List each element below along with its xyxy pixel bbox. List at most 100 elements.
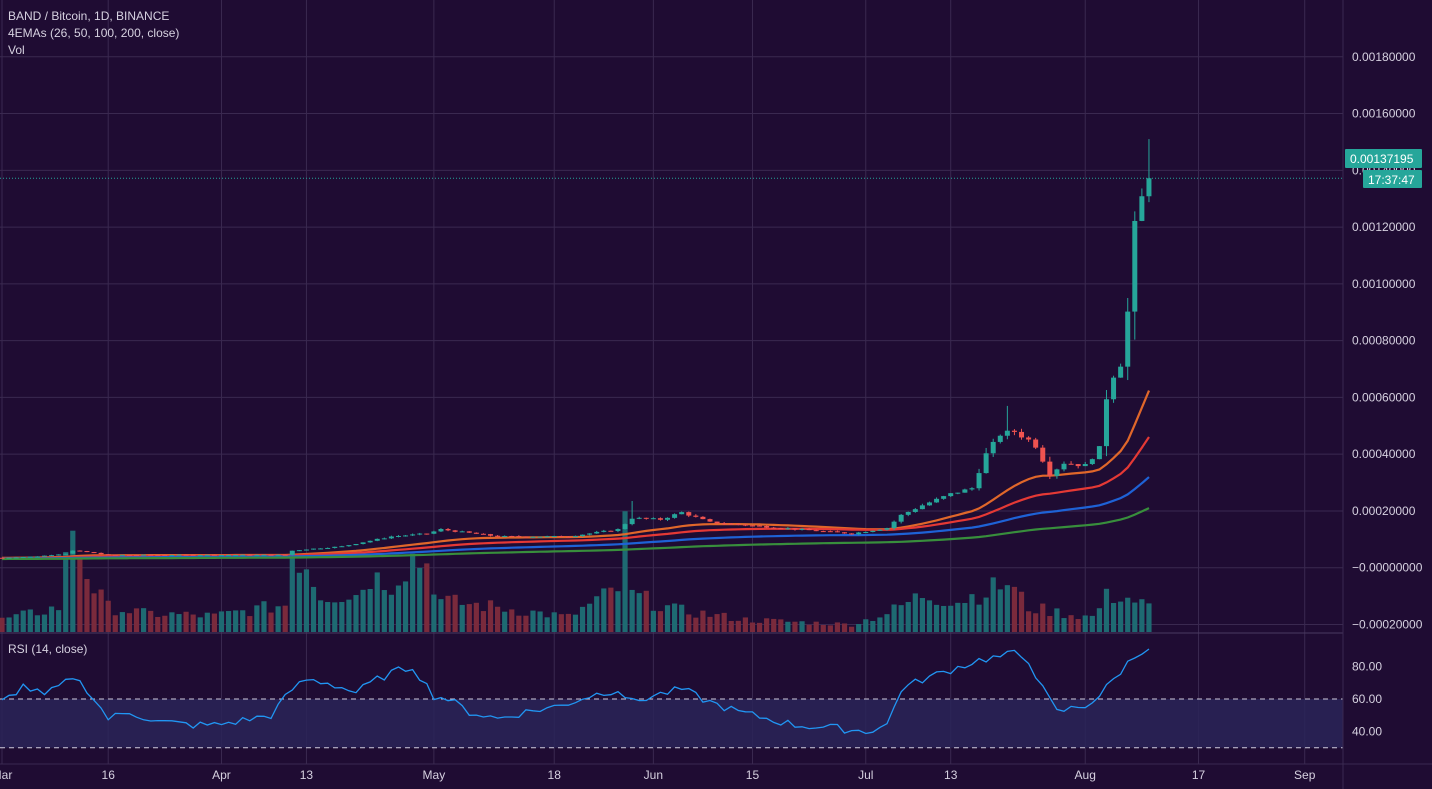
time-axis-label: Mar (0, 768, 12, 782)
rsi-axis-label: 60.00 (1352, 692, 1382, 706)
volume-bar (601, 588, 607, 632)
candle-body (962, 489, 968, 493)
volume-bar (622, 511, 628, 632)
candle-body (275, 554, 281, 556)
volume-bar (771, 618, 777, 632)
candle-body (169, 555, 175, 557)
volume-bar (636, 593, 642, 632)
time-axis-label: 17 (1192, 768, 1206, 782)
candle-body (608, 530, 614, 532)
time-axis-label: 13 (300, 768, 314, 782)
volume-bar (459, 604, 465, 632)
volume-bar (410, 553, 416, 632)
candle-body (1068, 463, 1074, 465)
volume-bar (629, 589, 635, 632)
rsi-indicator-label[interactable]: RSI (14, close) (8, 642, 87, 656)
volume-bar (856, 623, 862, 632)
candle-body (134, 554, 140, 556)
volume-bar (509, 609, 515, 632)
candle-body (912, 509, 918, 512)
volume-bar (183, 611, 189, 632)
volume-bar (1026, 611, 1032, 632)
volume-bar (268, 612, 274, 632)
volume-bar (1033, 613, 1039, 632)
volume-bar (806, 624, 812, 632)
volume-bar (594, 596, 600, 632)
candle-body (509, 535, 515, 537)
volume-bar (905, 601, 911, 632)
candle-body (842, 532, 848, 534)
volume-bar (318, 600, 324, 632)
candle-body (424, 533, 430, 535)
candle-body (530, 536, 536, 538)
volume-bar (686, 614, 692, 632)
volume-bar (1110, 602, 1117, 632)
volume-bar (176, 614, 182, 632)
candle-body (311, 548, 317, 550)
candle-body (1047, 461, 1053, 476)
volume-bar (558, 614, 564, 632)
candle-body (204, 554, 210, 556)
volume-bar (834, 622, 841, 632)
candle-body (148, 554, 154, 556)
candle-body (665, 517, 671, 520)
candle-body (488, 534, 494, 536)
volume-bar (487, 600, 494, 632)
candle-body (20, 556, 26, 558)
candle-body (806, 528, 812, 531)
volume-bar (912, 593, 918, 632)
candle-body (898, 514, 904, 522)
candle-body (615, 529, 621, 532)
volume-bar (56, 610, 62, 632)
candle-body (410, 534, 416, 536)
ema-200-line (1, 507, 1150, 561)
volume-bar (1082, 615, 1088, 632)
volume-bar (240, 610, 246, 632)
volume-bar (190, 614, 196, 632)
candle-body (289, 550, 295, 555)
candlesticks[interactable] (0, 139, 1343, 559)
candle-body (622, 524, 628, 530)
volume-bar (1146, 603, 1152, 632)
volume-bar (63, 552, 69, 632)
volume-bar (820, 624, 826, 632)
rsi-panel (0, 648, 1343, 749)
candle-body (863, 531, 869, 533)
candle-body (764, 526, 770, 528)
candle-body (1089, 459, 1095, 465)
candle-body (778, 528, 784, 530)
price-axis-label: 0.00080000 (1352, 334, 1416, 348)
candle-body (657, 518, 663, 520)
volume-indicator-label[interactable]: Vol (8, 43, 25, 57)
time-axis-label: Aug (1075, 768, 1096, 782)
candle-body (233, 554, 239, 556)
candle-body (452, 530, 458, 532)
candle-body (997, 435, 1003, 442)
volume-bar (1089, 615, 1095, 632)
axes: 0.001800000.001600000.001400000.00120000… (0, 50, 1423, 782)
candle-body (346, 545, 352, 547)
last-price-value: 0.00137195 (1350, 152, 1414, 166)
candle-body (1019, 431, 1025, 438)
volume-bar (452, 594, 458, 632)
volume-bar (233, 610, 239, 632)
volume-bar (381, 590, 387, 632)
countdown-tag: 17:37:47 (1363, 170, 1422, 188)
volume-bar (841, 623, 848, 632)
volume-bar (346, 599, 352, 632)
symbol-title[interactable]: BAND / Bitcoin, 1D, BINANCE (8, 9, 169, 23)
volume-bar (148, 610, 154, 632)
candle-body (1011, 430, 1017, 432)
candle-body (856, 532, 862, 535)
candle-body (834, 531, 840, 533)
candle-body (891, 521, 897, 529)
candle-body (403, 535, 409, 537)
volume-bar (431, 594, 437, 632)
candle-body (1054, 469, 1060, 476)
candle-body (650, 518, 656, 520)
candle-body (1026, 437, 1032, 440)
ema-indicator-label[interactable]: 4EMAs (26, 50, 100, 200, close) (8, 26, 179, 40)
candle-body (849, 533, 855, 535)
volume-bar (778, 619, 784, 632)
